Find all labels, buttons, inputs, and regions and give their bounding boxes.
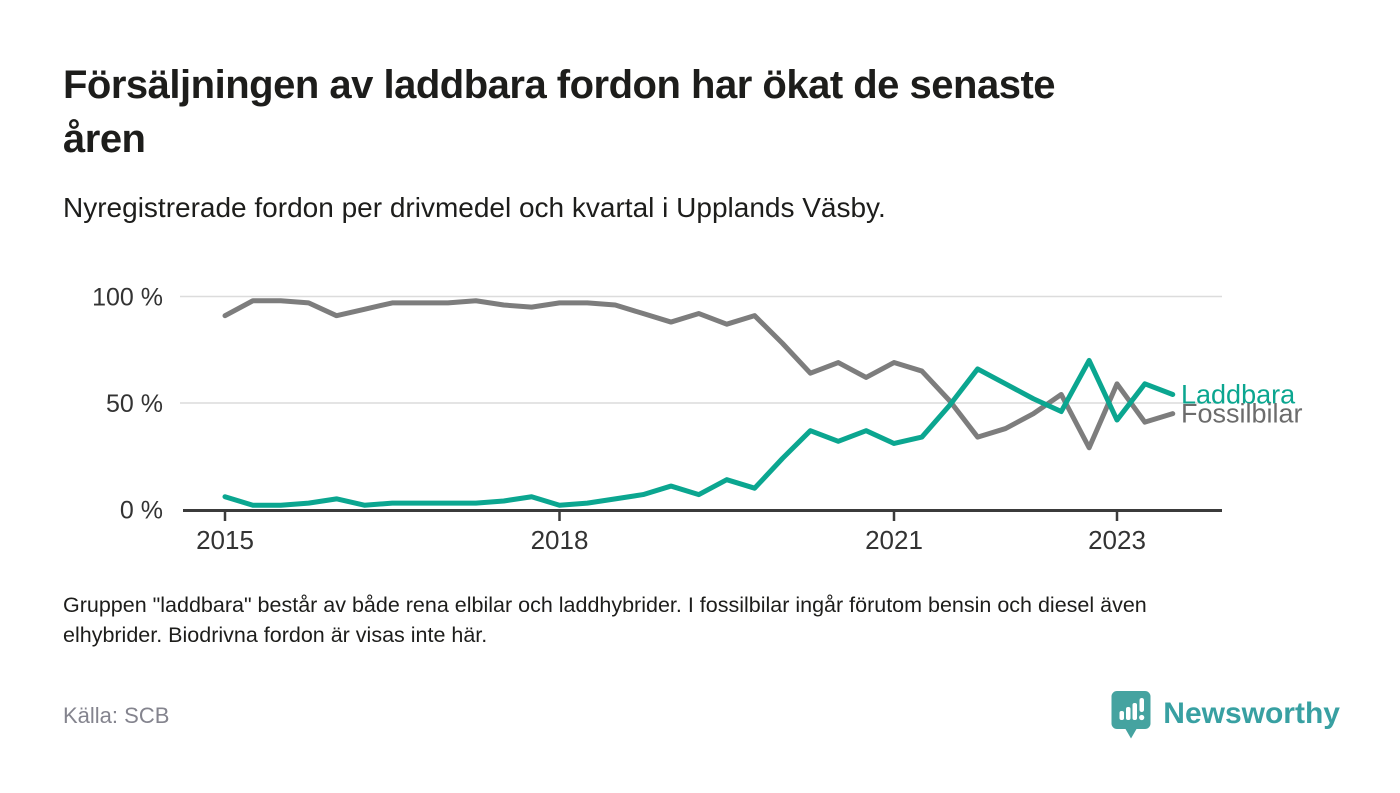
series-line-fossilbilar: [222, 298, 1176, 451]
series-line-laddbara: [222, 357, 1176, 508]
y-axis-tick-label: 100 %: [92, 284, 163, 312]
x-axis-tick-label: 2018: [531, 525, 589, 555]
speech-bubble-shape: [1111, 691, 1151, 739]
page-title: Försäljningen av laddbara fordon har öka…: [63, 63, 1056, 161]
series-label-fossilbilar: Fossilbilar: [1181, 399, 1303, 429]
y-axis-tick-label: 50 %: [106, 390, 163, 418]
newsworthy-logo: Newsworthy: [1111, 690, 1340, 743]
exclamation-mark: [1139, 698, 1145, 712]
series-label-laddbara: Laddbara: [1181, 379, 1296, 409]
newsworthy-logo-icon: [1111, 691, 1151, 739]
x-axis-tick-label: 2015: [196, 525, 254, 555]
x-axis-tick-label: 2023: [1088, 525, 1146, 555]
source-label: Källa: SCB: [63, 703, 170, 728]
chart-notes: Gruppen "laddbara" består av både rena e…: [63, 593, 1147, 648]
chart-subtitle: Nyregistrerade fordon per drivmedel och …: [63, 192, 886, 223]
x-axis-tick-label: 2021: [865, 525, 923, 555]
exclamation-dot: [1139, 714, 1145, 721]
newsworthy-wordmark: Newsworthy: [1163, 697, 1340, 730]
bar-chart-bar: [1126, 707, 1131, 720]
bar-chart-bar: [1132, 703, 1138, 720]
bar-chart-bar: [1119, 711, 1125, 720]
y-axis-tick-label: 0 %: [120, 497, 163, 525]
